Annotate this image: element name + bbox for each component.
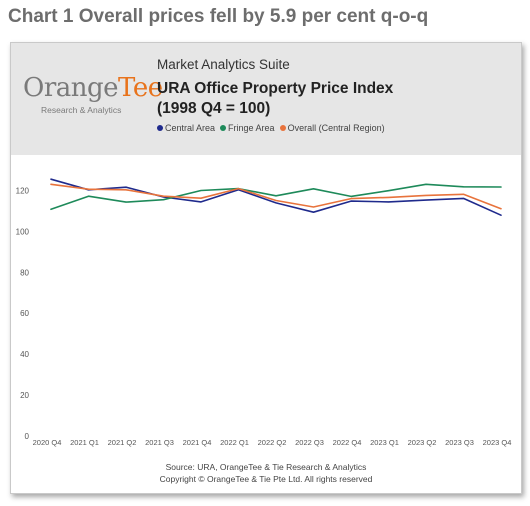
legend-item: Overall (Central Region) [279,123,385,133]
orangetee-logo: OrangeTee Research & Analytics [23,73,163,115]
legend-label: Overall (Central Region) [287,123,385,133]
series-line-overall-central-region [50,183,502,210]
chart-legend: Central Area Fringe Area Overall (Central … [157,123,385,133]
series-line-fringe-area [50,183,502,211]
logo-subtitle: Research & Analytics [41,105,122,115]
y-tick-label: 100 [16,227,30,236]
series-line-central-area [50,178,502,217]
page-title: Chart 1 Overall prices fell by 5.9 per c… [8,6,429,27]
x-tick-label: 2022 Q4 [333,438,362,447]
chart-header: OrangeTee Research & Analytics Market An… [11,43,521,155]
x-tick-label: 2023 Q4 [483,438,512,447]
x-tick-label: 2023 Q3 [445,438,474,447]
chart-title: URA Office Property Price Index (1998 Q4… [157,79,393,119]
y-tick-label: 40 [20,350,29,359]
x-tick-label: 2021 Q1 [70,438,99,447]
x-tick-label: 2021 Q4 [183,438,212,447]
chart-footer: Source: URA, OrangeTee & Tie Research & … [11,461,521,485]
legend-label: Fringe Area [228,123,275,133]
x-tick-label: 2023 Q1 [370,438,399,447]
logo-main-text: Orange [23,73,119,103]
x-tick-label: 2021 Q2 [108,438,137,447]
x-tick-label: 2022 Q1 [220,438,249,447]
chart-title-line1: URA Office Property Price Index [157,80,394,97]
legend-item: Central Area [157,123,215,133]
plot-area: 0 20 40 60 80 100 120 2020 Q4 2021 Q1 2021 Q2 2021… [16,178,512,447]
chart-title-line2: (1998 Q4 = 100) [157,100,271,117]
legend-marker [279,125,286,131]
y-tick-label: 120 [16,186,30,195]
legend-marker [157,125,163,131]
legend-marker [220,125,227,131]
x-tick-label: 2022 Q3 [295,438,324,447]
legend-item: Fringe Area [220,123,275,133]
y-tick-label: 80 [20,268,29,277]
copyright-text: Copyright © OrangeTee & Tie Pte Ltd. All… [159,474,373,484]
x-tick-label: 2021 Q3 [145,438,174,447]
y-tick-label: 60 [20,309,29,318]
y-tick-label: 0 [25,432,30,441]
logo-accent-text: Tee [118,73,163,103]
x-tick-label: 2023 Q2 [408,438,437,447]
chart-card: OrangeTee Research & Analytics Market An… [10,42,522,494]
y-tick-label: 20 [20,391,29,400]
source-text: Source: URA, OrangeTee & Tie Research & … [165,462,367,472]
x-tick-label: 2022 Q2 [258,438,287,447]
suite-name: Market Analytics Suite [157,57,290,72]
x-tick-label: 2020 Q4 [33,438,62,447]
legend-label: Central Area [165,123,216,133]
